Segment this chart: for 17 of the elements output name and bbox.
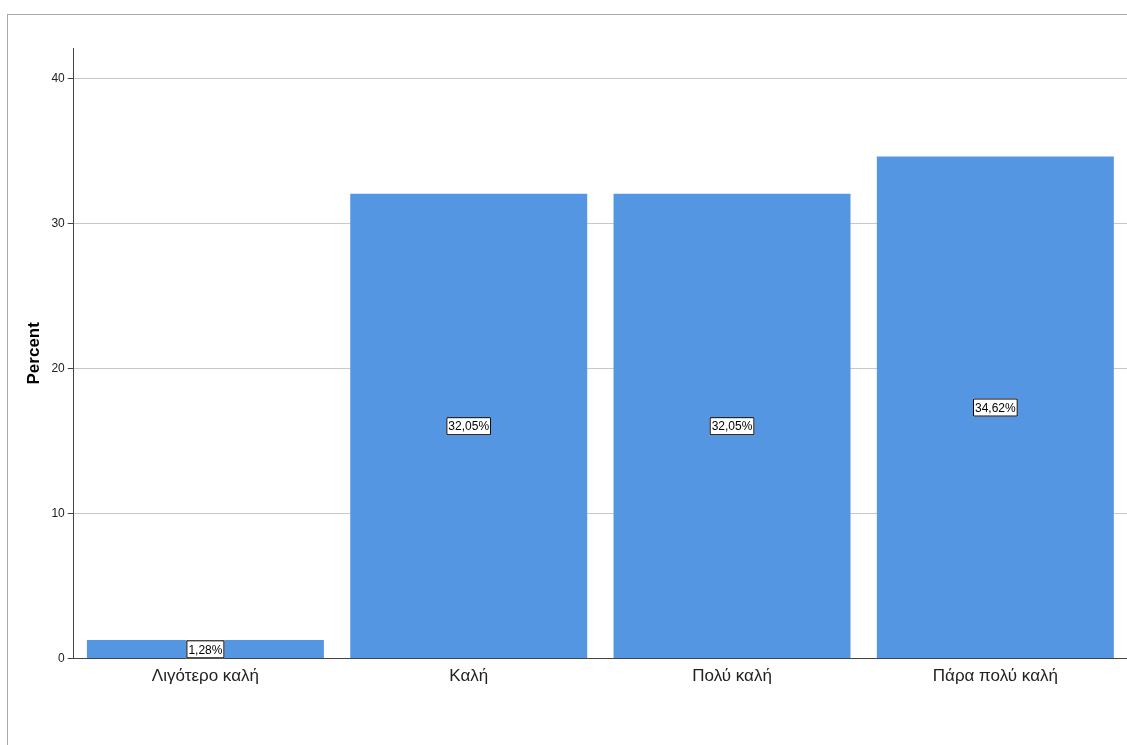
data-label: 34,62% [974,400,1017,415]
y-tick-label: 20 [51,360,66,375]
y-tick-label: 30 [51,215,66,230]
data-label: 1,28% [188,642,223,657]
bar [613,193,851,659]
data-label: 32,05% [711,419,753,434]
bar [876,156,1114,659]
data-label: 32,05% [448,419,490,434]
x-tick-label: Πάρα πολύ καλή [932,666,1058,686]
y-tick-label: 0 [58,650,66,665]
x-tick-label: Καλή [449,666,489,686]
x-tick-label: Λιγότερο καλή [151,666,259,686]
y-tick-label: 10 [51,505,66,520]
y-tick-label: 40 [51,70,66,85]
bar [350,193,588,659]
x-tick-label: Πολύ καλή [692,666,772,686]
y-axis-title: Percent [23,321,43,385]
